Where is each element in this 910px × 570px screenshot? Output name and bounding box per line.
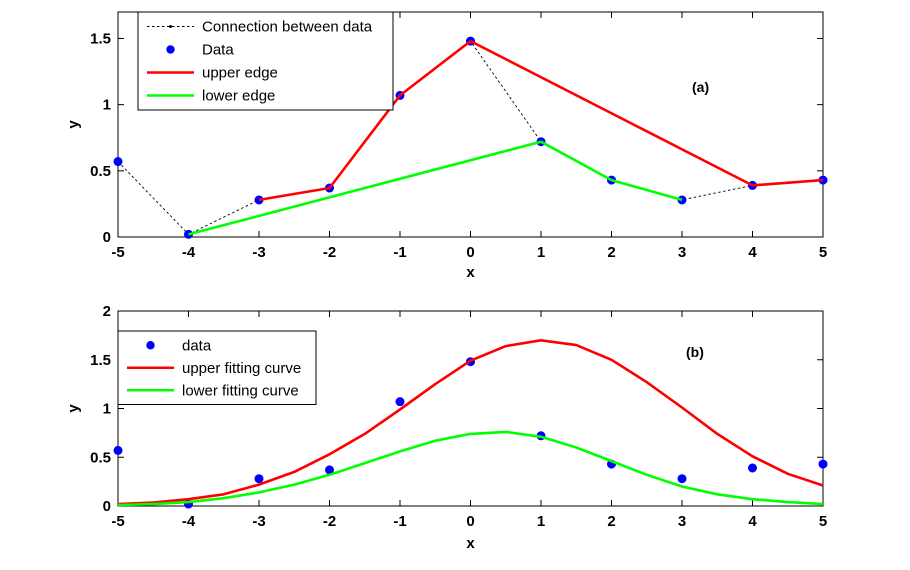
data-point — [113, 445, 123, 455]
y-tick-label: 2 — [103, 303, 111, 320]
series-line-upper-fitting-curve — [117, 338, 824, 506]
y-tick-label: 0.5 — [90, 163, 111, 180]
data-point — [254, 474, 264, 484]
legend-box — [137, 11, 394, 111]
x-tick-label: 4 — [748, 513, 757, 530]
legend-label: upper fitting curve — [182, 360, 301, 377]
y-tick-label: 0 — [103, 498, 111, 515]
legend: data upper fitting curve lower fitting cur… — [117, 330, 317, 405]
x-tick-label: 4 — [748, 244, 757, 261]
x-tick-label: -5 — [111, 513, 124, 530]
x-tick-label: -2 — [323, 513, 336, 530]
legend-label: lower edge — [202, 88, 275, 105]
x-tick-label: -1 — [393, 513, 406, 530]
y-tick-label: 1 — [103, 401, 111, 418]
data-point — [818, 459, 828, 469]
x-tick-label: -3 — [252, 513, 265, 530]
x-tick-label: 3 — [678, 244, 686, 261]
x-tick-label: 1 — [537, 513, 545, 530]
y-axis-label: y — [65, 404, 82, 413]
x-tick-label: 5 — [819, 244, 827, 261]
x-tick-label: 0 — [466, 513, 474, 530]
x-tick-label: 2 — [607, 244, 615, 261]
x-tick-label: 1 — [537, 244, 545, 261]
x-tick-label: -2 — [323, 244, 336, 261]
legend-label: lower fitting curve — [182, 382, 299, 399]
legend-label: data — [182, 337, 212, 354]
series-line-upper-edge — [258, 39, 824, 202]
y-tick-label: 1 — [103, 97, 111, 114]
y-tick-label: 0 — [103, 229, 111, 246]
x-tick-label: -5 — [111, 244, 124, 261]
series-line-lower-edge — [188, 140, 683, 236]
panel-b-plot: -5 -4 -3 -2 -1 0 1 2 3 4 5 0 0.5 1 1.5 2 x y (b) data upper … — [65, 303, 828, 552]
x-tick-label: 2 — [607, 513, 615, 530]
x-tick-label: -1 — [393, 244, 406, 261]
y-tick-label: 1.5 — [90, 352, 111, 369]
legend-marker — [169, 25, 172, 28]
data-point — [747, 463, 757, 473]
x-tick-label: -4 — [182, 244, 196, 261]
x-tick-label: -3 — [252, 244, 265, 261]
legend-label: Data — [202, 42, 234, 59]
legend-marker — [146, 341, 155, 350]
y-axis-label: y — [65, 120, 82, 129]
y-tick-label: 0.5 — [90, 449, 111, 466]
x-tick-label: 5 — [819, 513, 827, 530]
data-point — [395, 397, 405, 407]
legend: Connection between data Data upper edge low… — [137, 11, 394, 111]
panel-label: (a) — [692, 79, 709, 95]
x-tick-label: 0 — [466, 244, 474, 261]
series-line-lower-fitting-curve — [117, 430, 824, 507]
panel-a-plot: -5 -4 -3 -2 -1 0 1 2 3 4 5 0 0.5 1 1.5 x y (a) Connection … — [65, 11, 828, 281]
data-point — [113, 157, 123, 167]
legend-marker — [166, 45, 175, 54]
x-axis-label: x — [466, 264, 475, 281]
panel-label: (b) — [686, 344, 704, 360]
y-tick-label: 1.5 — [90, 30, 111, 47]
x-tick-label: -4 — [182, 513, 196, 530]
legend-label: upper edge — [202, 65, 278, 82]
x-axis-label: x — [466, 535, 475, 552]
x-tick-label: 3 — [678, 513, 686, 530]
data-point — [677, 474, 687, 484]
legend-label: Connection between data — [202, 19, 373, 36]
